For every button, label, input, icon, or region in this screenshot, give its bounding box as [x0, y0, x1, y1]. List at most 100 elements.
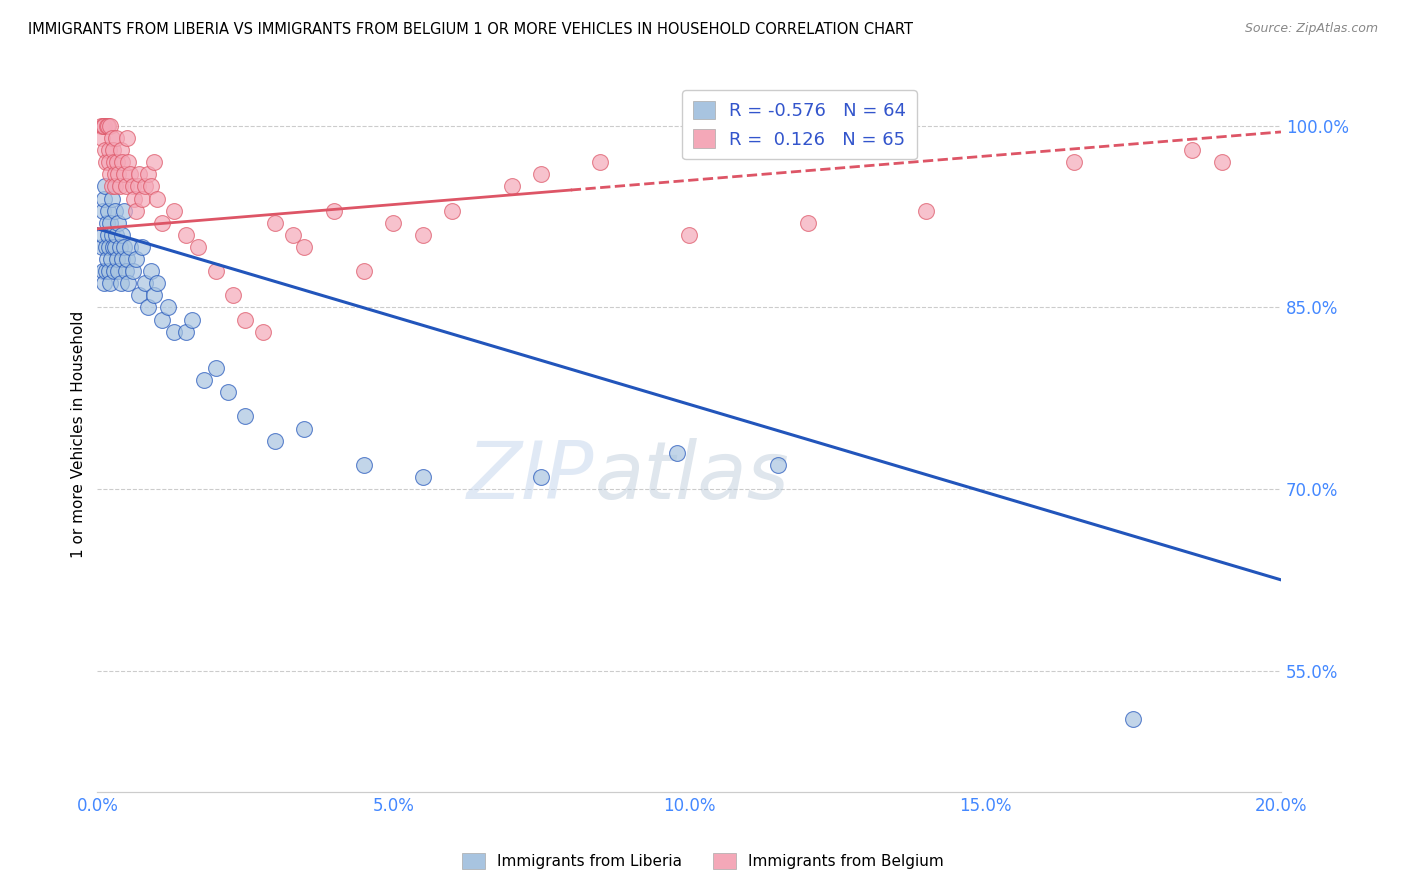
Point	[112, 240, 135, 254]
Point	[134, 277, 156, 291]
Point	[101, 131, 124, 145]
Point	[281, 227, 304, 242]
Y-axis label: 1 or more Vehicles in Household: 1 or more Vehicles in Household	[72, 311, 86, 558]
Point	[204, 361, 226, 376]
Point	[131, 240, 153, 254]
Point	[136, 167, 159, 181]
Point	[233, 409, 256, 424]
Point	[204, 264, 226, 278]
Point	[222, 288, 245, 302]
Point	[152, 312, 174, 326]
Point	[1063, 155, 1085, 169]
Point	[115, 252, 138, 266]
Point	[353, 264, 375, 278]
Point	[101, 192, 124, 206]
Point	[174, 227, 197, 242]
Point	[163, 325, 186, 339]
Point	[110, 143, 132, 157]
Point	[105, 131, 128, 145]
Point	[217, 385, 239, 400]
Point	[96, 252, 118, 266]
Point	[264, 434, 287, 448]
Point	[98, 119, 121, 133]
Point	[139, 179, 162, 194]
Point	[136, 301, 159, 315]
Point	[412, 470, 434, 484]
Point	[174, 325, 197, 339]
Point	[98, 240, 121, 254]
Point	[101, 179, 124, 194]
Point	[104, 203, 127, 218]
Point	[530, 167, 553, 181]
Point	[353, 458, 375, 472]
Point	[98, 167, 121, 181]
Point	[97, 119, 120, 133]
Point	[93, 277, 115, 291]
Point	[441, 203, 464, 218]
Point	[121, 179, 143, 194]
Point	[145, 192, 167, 206]
Legend: Immigrants from Liberia, Immigrants from Belgium: Immigrants from Liberia, Immigrants from…	[456, 847, 950, 875]
Point	[1122, 712, 1144, 726]
Point	[193, 373, 215, 387]
Point	[530, 470, 553, 484]
Point	[294, 421, 316, 435]
Point	[98, 264, 121, 278]
Point	[111, 227, 134, 242]
Point	[323, 203, 346, 218]
Point	[104, 167, 127, 181]
Point	[107, 216, 129, 230]
Point	[94, 179, 117, 194]
Point	[666, 446, 689, 460]
Point	[134, 179, 156, 194]
Point	[97, 203, 120, 218]
Point	[96, 264, 118, 278]
Point	[589, 155, 612, 169]
Point	[107, 167, 129, 181]
Point	[181, 312, 204, 326]
Point	[264, 216, 287, 230]
Point	[382, 216, 405, 230]
Text: Source: ZipAtlas.com: Source: ZipAtlas.com	[1244, 22, 1378, 36]
Point	[108, 179, 131, 194]
Point	[105, 155, 128, 169]
Point	[117, 155, 139, 169]
Point	[103, 143, 125, 157]
Point	[98, 216, 121, 230]
Point	[91, 240, 114, 254]
Point	[233, 312, 256, 326]
Point	[96, 119, 118, 133]
Point	[145, 277, 167, 291]
Point	[104, 240, 127, 254]
Point	[93, 192, 115, 206]
Point	[103, 155, 125, 169]
Point	[91, 203, 114, 218]
Point	[294, 240, 316, 254]
Point	[142, 288, 165, 302]
Point	[111, 155, 134, 169]
Point	[101, 227, 124, 242]
Point	[163, 203, 186, 218]
Point	[115, 131, 138, 145]
Point	[91, 131, 114, 145]
Point	[117, 277, 139, 291]
Point	[103, 264, 125, 278]
Point	[157, 301, 180, 315]
Point	[108, 240, 131, 254]
Point	[152, 216, 174, 230]
Point	[915, 203, 938, 218]
Text: IMMIGRANTS FROM LIBERIA VS IMMIGRANTS FROM BELGIUM 1 OR MORE VEHICLES IN HOUSEHO: IMMIGRANTS FROM LIBERIA VS IMMIGRANTS FR…	[28, 22, 912, 37]
Point	[118, 167, 141, 181]
Point	[112, 203, 135, 218]
Point	[98, 155, 121, 169]
Point	[118, 240, 141, 254]
Point	[252, 325, 274, 339]
Point	[412, 227, 434, 242]
Point	[796, 216, 818, 230]
Point	[91, 227, 114, 242]
Point	[91, 264, 114, 278]
Point	[111, 252, 134, 266]
Point	[501, 179, 523, 194]
Text: atlas: atlas	[595, 439, 789, 516]
Point	[678, 227, 700, 242]
